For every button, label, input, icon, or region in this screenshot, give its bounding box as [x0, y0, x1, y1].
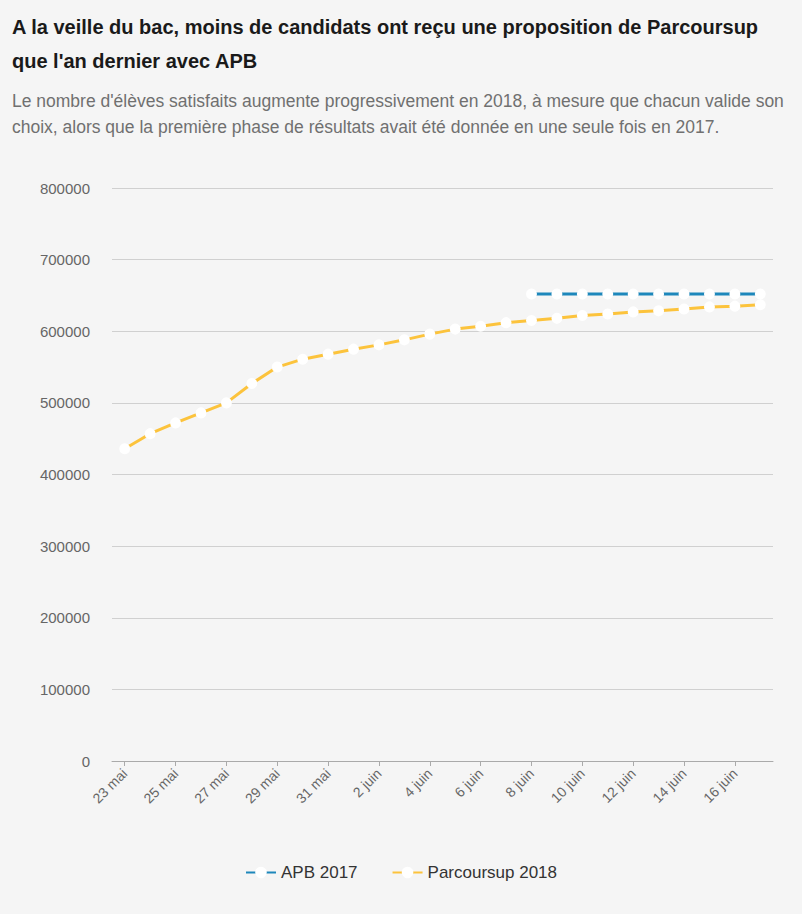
svg-text:31 mai: 31 mai — [293, 765, 334, 806]
svg-text:2 juin: 2 juin — [350, 765, 385, 800]
svg-text:8 juin: 8 juin — [502, 765, 537, 800]
svg-text:27 mai: 27 mai — [191, 765, 232, 806]
svg-text:600000: 600000 — [40, 323, 90, 340]
svg-text:0: 0 — [82, 753, 90, 770]
html-text:Le nombre d'élèves satisfaits: Le nombre d'élèves satisfaits augmente p… — [12, 91, 784, 137]
svg-text:4 juin: 4 juin — [400, 765, 435, 800]
svg-text:500000: 500000 — [40, 394, 90, 411]
svg-text:100000: 100000 — [40, 681, 90, 698]
svg-text:300000: 300000 — [40, 538, 90, 555]
svg-text:25 mai: 25 mai — [140, 765, 181, 806]
svg-text:700000: 700000 — [40, 251, 90, 268]
svg-text:23 mai: 23 mai — [89, 765, 130, 806]
svg-text:200000: 200000 — [40, 609, 90, 626]
svg-text:12 juin: 12 juin — [598, 765, 638, 805]
svg-text:29 mai: 29 mai — [242, 765, 283, 806]
svg-text:APB 2017: APB 2017 — [281, 863, 358, 882]
svg-text:Parcoursup 2018: Parcoursup 2018 — [428, 863, 557, 882]
svg-text:16 juin: 16 juin — [700, 765, 740, 805]
svg-text:400000: 400000 — [40, 466, 90, 483]
svg-text:14 juin: 14 juin — [649, 765, 689, 805]
html-text:A la veille du bac, moins de c: A la veille du bac, moins de candidats o… — [12, 16, 759, 72]
svg-text:6 juin: 6 juin — [451, 765, 486, 800]
svg-text:800000: 800000 — [40, 180, 90, 197]
svg-text:10 juin: 10 juin — [548, 765, 588, 805]
